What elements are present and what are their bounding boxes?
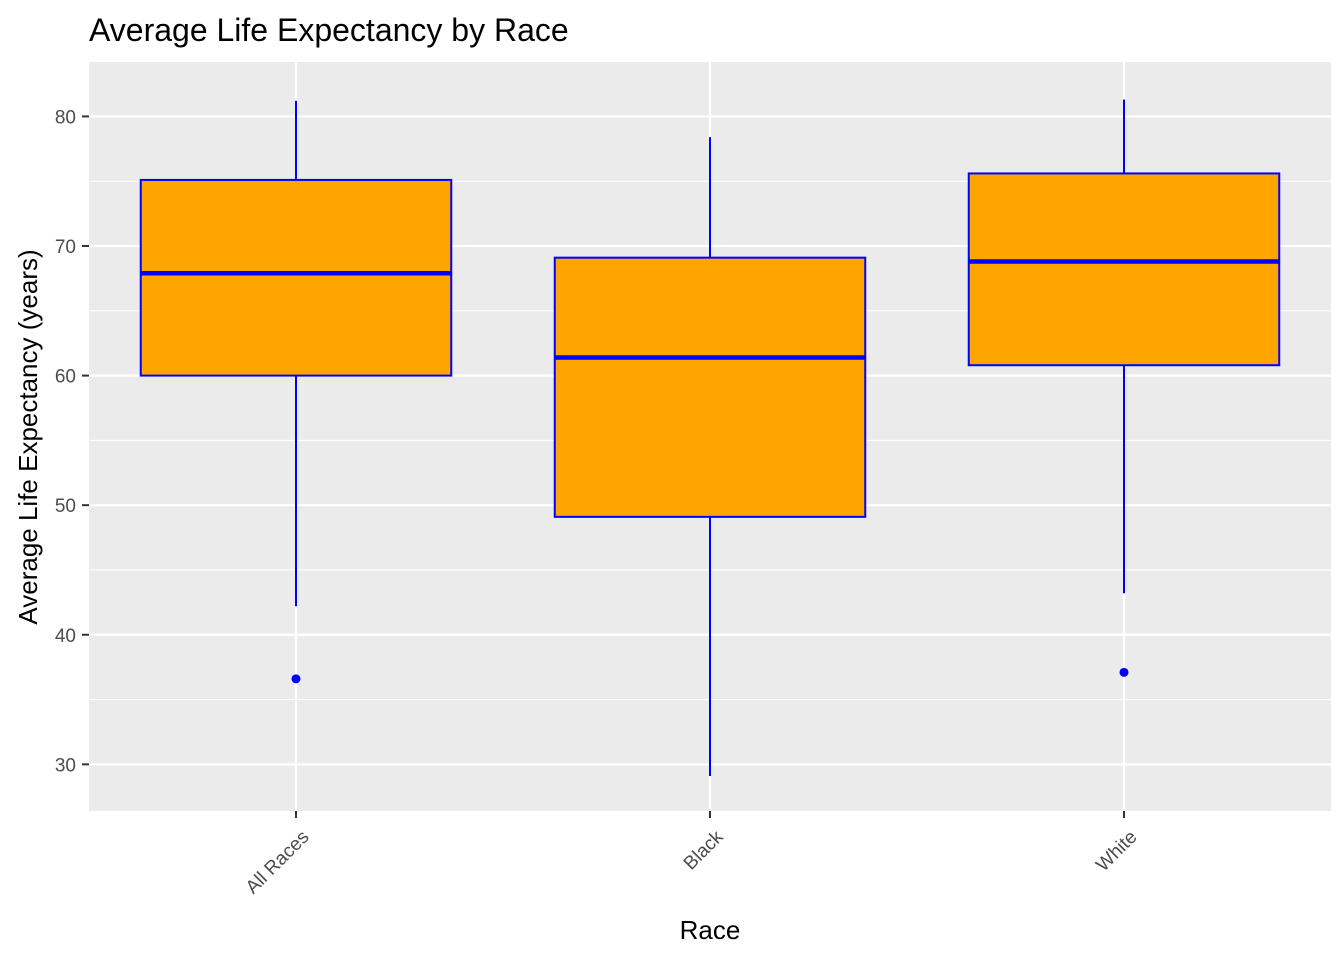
- x-tick-label: All Races: [242, 827, 314, 899]
- y-tick-label: 70: [55, 237, 76, 258]
- y-tick-label: 50: [55, 496, 76, 517]
- box-series: [139, 99, 1281, 777]
- y-axis-title: Average Life Expectancy (years): [13, 249, 43, 624]
- box-all-races: [139, 100, 453, 684]
- x-axis-ticks: All Races Black White: [242, 811, 1142, 898]
- y-tick-label: 60: [55, 367, 76, 388]
- box-iqr: [139, 178, 453, 377]
- y-axis-ticks: 30 40 50 60 70 80: [55, 107, 89, 776]
- y-tick-label: 30: [55, 755, 76, 776]
- x-tick-label: White: [1092, 827, 1141, 876]
- outlier-point: [291, 674, 301, 684]
- y-tick-label: 40: [55, 626, 76, 647]
- box-iqr: [553, 256, 867, 518]
- box-iqr: [967, 172, 1281, 367]
- outlier-point: [1119, 667, 1129, 677]
- x-tick-label: Black: [680, 826, 728, 874]
- box-white: [967, 99, 1281, 677]
- box-black: [553, 137, 867, 777]
- x-axis-title: Race: [680, 915, 741, 945]
- chart-title: Average Life Expectancy by Race: [89, 12, 569, 48]
- y-tick-label: 80: [55, 107, 76, 128]
